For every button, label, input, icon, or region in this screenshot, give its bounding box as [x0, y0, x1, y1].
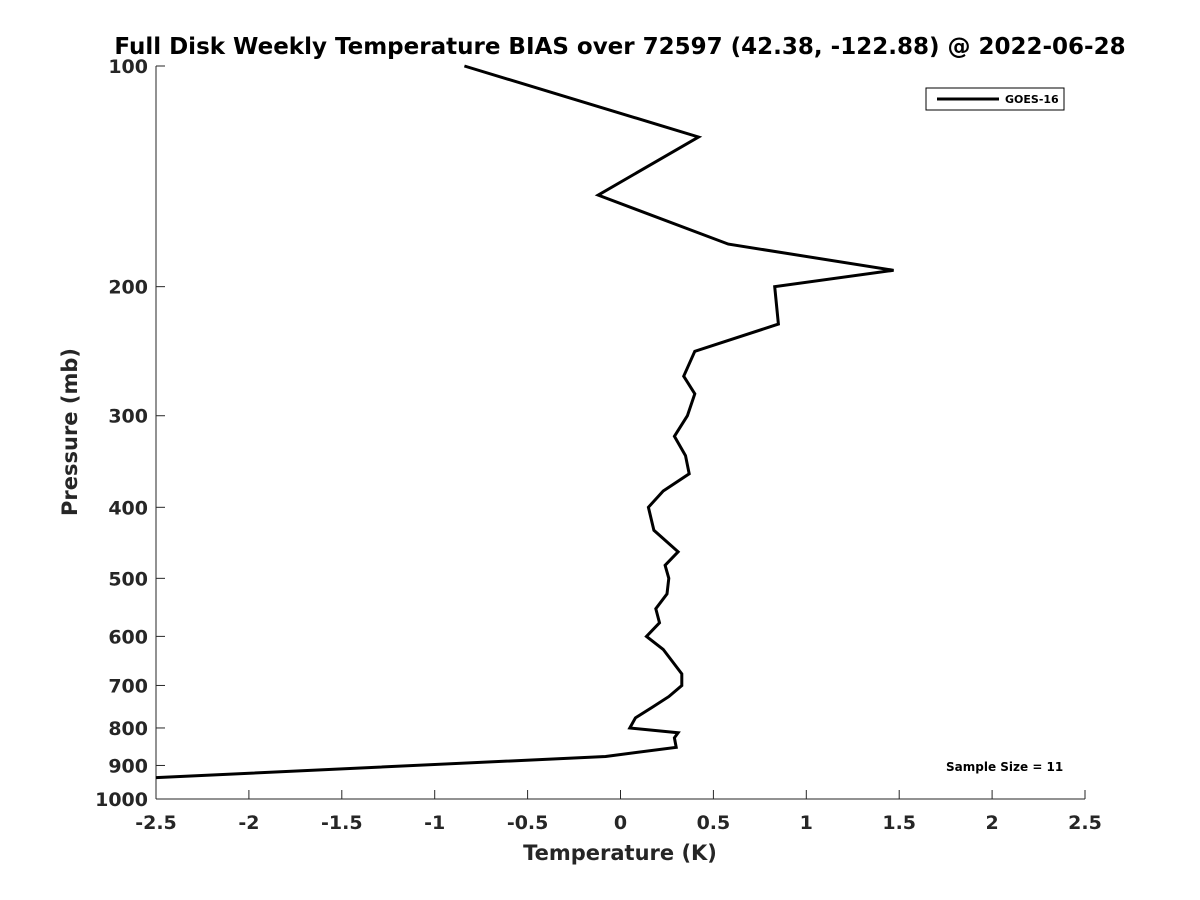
legend-label-goes-16: GOES-16 — [1005, 93, 1059, 106]
x-tick-label: 1.5 — [882, 812, 916, 834]
x-tick-label: 0.5 — [697, 812, 731, 834]
y-axis-title: Pressure (mb) — [58, 348, 82, 516]
chart-title: Full Disk Weekly Temperature BIAS over 7… — [114, 34, 1125, 60]
y-tick-label: 200 — [108, 277, 148, 299]
y-tick-label: 500 — [108, 568, 148, 590]
x-axis-ticks: -2.5 -2 -1.5 -1 -0.5 0 0.5 1 1.5 2 2.5 — [135, 790, 1102, 834]
series-layer — [155, 64, 894, 780]
x-axis-title: Temperature (K) — [523, 841, 717, 865]
sample-size-annotation: Sample Size = 11 — [946, 760, 1063, 774]
y-tick-label: 100 — [108, 56, 148, 78]
y-tick-label: 400 — [108, 497, 148, 519]
x-tick-label: 2 — [985, 812, 998, 834]
x-tick-label: -2 — [238, 812, 259, 834]
x-tick-label: -0.5 — [507, 812, 549, 834]
series-line-goes-16 — [155, 64, 894, 780]
y-tick-label: 300 — [108, 406, 148, 428]
x-tick-label: 2.5 — [1068, 812, 1102, 834]
y-tick-label: 800 — [108, 718, 148, 740]
x-tick-label: -1 — [424, 812, 445, 834]
legend: GOES-16 — [925, 87, 1065, 111]
x-tick-label: 1 — [800, 812, 813, 834]
x-tick-label: -1.5 — [321, 812, 363, 834]
y-axis-ticks: 100 200 300 400 500 600 700 800 900 1000 — [95, 56, 165, 811]
y-tick-label: 700 — [108, 675, 148, 697]
y-tick-label: 600 — [108, 626, 148, 648]
y-tick-label: 900 — [108, 755, 148, 777]
x-tick-label: -2.5 — [135, 812, 177, 834]
y-tick-label: 1000 — [95, 789, 148, 811]
x-tick-label: 0 — [614, 812, 627, 834]
